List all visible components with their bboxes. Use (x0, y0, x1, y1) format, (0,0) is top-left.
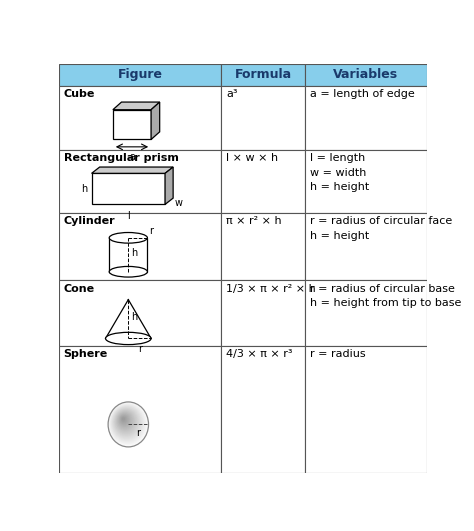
Text: h: h (131, 312, 137, 322)
Circle shape (113, 408, 140, 438)
Circle shape (120, 415, 129, 425)
Polygon shape (113, 110, 151, 140)
Circle shape (109, 402, 148, 446)
Text: Cylinder: Cylinder (64, 216, 115, 226)
Text: Cone: Cone (64, 284, 95, 294)
Bar (305, 280, 427, 346)
Bar (305, 150, 427, 213)
Circle shape (116, 411, 135, 432)
Circle shape (121, 416, 127, 423)
Bar (305, 213, 427, 280)
Text: l: l (127, 211, 130, 220)
Polygon shape (113, 102, 160, 110)
Text: Variables: Variables (333, 68, 399, 81)
Text: a³: a³ (227, 90, 238, 99)
Circle shape (118, 413, 132, 428)
Text: h: h (131, 248, 137, 258)
Circle shape (115, 410, 137, 434)
Polygon shape (165, 167, 173, 204)
Bar (221, 213, 305, 280)
Polygon shape (91, 167, 173, 173)
Polygon shape (109, 238, 147, 272)
Text: l = length
w = width
h = height: l = length w = width h = height (310, 153, 369, 192)
Bar (305, 86, 427, 150)
Text: 4/3 × π × r³: 4/3 × π × r³ (227, 349, 293, 359)
Text: Sphere: Sphere (64, 349, 108, 359)
Circle shape (112, 406, 142, 440)
Circle shape (110, 404, 145, 443)
Circle shape (122, 418, 125, 421)
Circle shape (114, 409, 138, 435)
Text: l × w × h: l × w × h (227, 153, 279, 163)
Bar (305, 346, 427, 473)
Text: r: r (150, 226, 154, 236)
Circle shape (122, 417, 126, 422)
Circle shape (112, 406, 143, 440)
Bar (221, 280, 305, 346)
Bar (221, 150, 305, 213)
Polygon shape (91, 173, 165, 204)
Text: a = length of edge: a = length of edge (310, 90, 415, 99)
Text: r = radius of circular face
h = height: r = radius of circular face h = height (310, 216, 452, 241)
Bar (59, 86, 221, 150)
Bar (59, 213, 221, 280)
Circle shape (110, 405, 144, 442)
Text: h: h (81, 184, 87, 194)
Text: r: r (138, 344, 142, 354)
Circle shape (108, 402, 148, 447)
Bar (59, 346, 221, 473)
Polygon shape (151, 102, 160, 140)
Text: Cube: Cube (64, 90, 95, 99)
Text: Formula: Formula (235, 68, 292, 81)
Bar (221, 346, 305, 473)
Text: w: w (175, 198, 183, 208)
Text: r = radius of circular base
h = height from tip to base: r = radius of circular base h = height f… (310, 284, 461, 309)
Circle shape (121, 416, 128, 424)
Text: a: a (129, 152, 135, 162)
Text: Figure: Figure (118, 68, 163, 81)
Bar (59, 64, 221, 86)
Bar (221, 86, 305, 150)
Circle shape (123, 418, 124, 419)
Text: Rectangular prism: Rectangular prism (64, 153, 179, 163)
Circle shape (109, 404, 146, 444)
Circle shape (117, 412, 134, 431)
Circle shape (117, 412, 133, 430)
Bar (59, 280, 221, 346)
Circle shape (118, 414, 131, 427)
Circle shape (119, 414, 130, 426)
Circle shape (116, 410, 136, 433)
Circle shape (120, 415, 128, 424)
Ellipse shape (106, 332, 151, 345)
Bar (305, 64, 427, 86)
Text: π × r² × h: π × r² × h (227, 216, 282, 226)
Text: r: r (137, 427, 140, 438)
Circle shape (118, 413, 133, 429)
Circle shape (115, 409, 137, 435)
Bar (221, 64, 305, 86)
Text: 1/3 × π × r² × h: 1/3 × π × r² × h (227, 284, 316, 294)
Text: r = radius: r = radius (310, 349, 365, 359)
Circle shape (109, 403, 147, 445)
Ellipse shape (109, 267, 147, 277)
Ellipse shape (109, 233, 147, 243)
Circle shape (114, 408, 139, 436)
Circle shape (111, 405, 144, 441)
Circle shape (113, 407, 141, 439)
Bar (59, 150, 221, 213)
